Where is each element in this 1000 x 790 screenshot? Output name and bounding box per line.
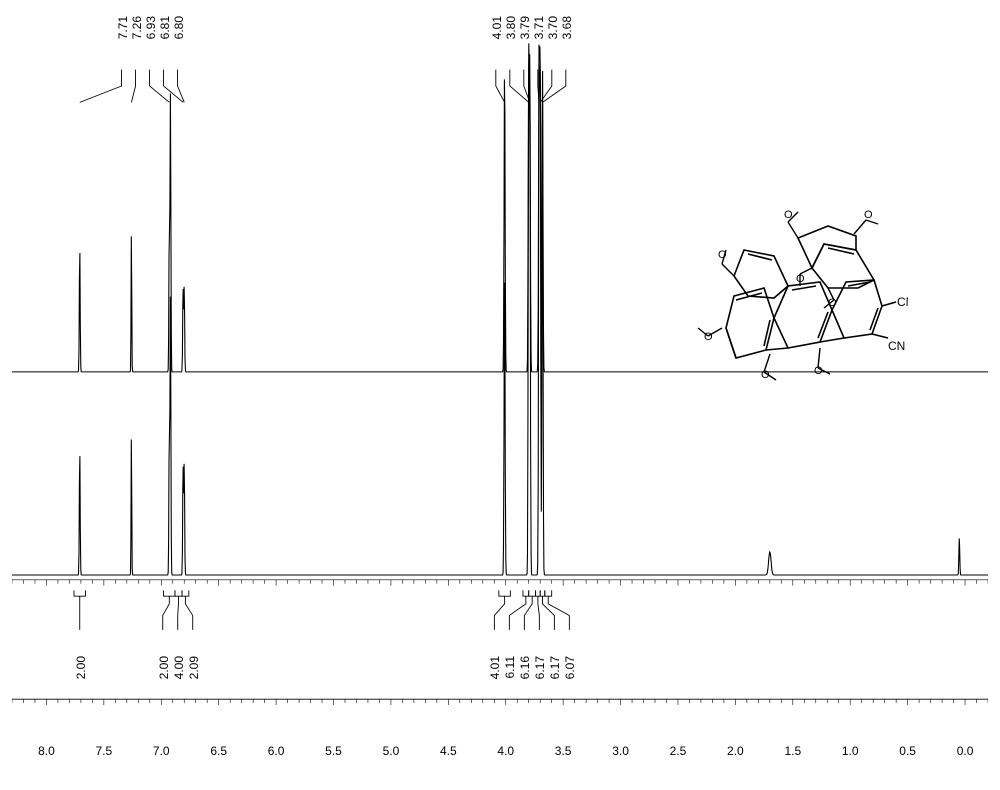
integration-value-label: 2.09 [187, 656, 201, 679]
integration-value-label: 4.01 [488, 656, 502, 679]
x-axis-tick-label: 6.0 [268, 744, 285, 758]
svg-text:O: O [718, 249, 727, 261]
integration-value-label: 2.00 [74, 656, 88, 679]
nmr-plot-container: 7.717.266.936.816.804.013.803.793.713.70… [0, 0, 1000, 790]
x-axis-tick-label: 1.5 [784, 744, 801, 758]
integration-value-label: 6.17 [533, 656, 547, 679]
molecule-inset: O O O O O O O O CN [678, 178, 908, 408]
x-axis-tick-label: 2.0 [727, 744, 744, 758]
svg-text:O: O [814, 365, 823, 377]
peak-ppm-label: 3.71 [532, 16, 546, 39]
svg-text:O: O [796, 273, 805, 285]
svg-text:O: O [761, 369, 770, 381]
svg-text:O: O [828, 297, 837, 309]
x-axis-tick-label: 1.0 [842, 744, 859, 758]
x-axis-tick-label: 5.5 [325, 744, 342, 758]
svg-text:O: O [784, 209, 793, 221]
x-axis-tick-label: 6.5 [210, 744, 227, 758]
x-axis-tick-label: 3.5 [555, 744, 572, 758]
integration-value-label: 6.17 [548, 656, 562, 679]
integration-value-label: 6.11 [503, 656, 517, 678]
cn-label-2: CN [888, 339, 905, 353]
x-axis-tick-label: 0.0 [957, 744, 974, 758]
x-axis-tick-label: 4.5 [440, 744, 457, 758]
peak-ppm-label: 6.80 [172, 16, 186, 39]
peak-ppm-label: 6.81 [158, 16, 172, 39]
peak-ppm-label: 3.68 [560, 16, 574, 39]
cn-label-1: CN [897, 295, 908, 309]
x-axis-tick-label: 0.5 [899, 744, 916, 758]
peak-ppm-label: 3.79 [518, 16, 532, 39]
plot-area: 7.717.266.936.816.804.013.803.793.713.70… [12, 8, 988, 730]
peak-ppm-label: 7.71 [116, 16, 130, 39]
peak-ppm-label: 6.93 [144, 16, 158, 39]
x-axis-tick-label: 7.0 [153, 744, 170, 758]
peak-ppm-label: 4.01 [490, 16, 504, 39]
svg-text:O: O [864, 209, 873, 221]
integration-value-label: 6.07 [563, 656, 577, 679]
peak-ppm-label: 7.26 [130, 16, 144, 39]
x-axis-tick-label: 3.0 [612, 744, 629, 758]
x-axis-tick-label: 4.0 [497, 744, 514, 758]
peak-ppm-label: 3.80 [504, 16, 518, 39]
molecule-svg: O O O O O O O O CN [678, 178, 908, 408]
peak-ppm-label: 3.70 [546, 16, 560, 39]
x-axis-tick-label: 8.0 [38, 744, 55, 758]
integration-value-label: 6.16 [518, 656, 532, 679]
x-axis-tick-label: 7.5 [96, 744, 113, 758]
x-axis-tick-label: 5.0 [383, 744, 400, 758]
svg-text:O: O [704, 331, 713, 343]
integration-value-label: 2.00 [157, 656, 171, 679]
x-axis-tick-label: 2.5 [670, 744, 687, 758]
integration-value-label: 4.00 [172, 656, 186, 679]
